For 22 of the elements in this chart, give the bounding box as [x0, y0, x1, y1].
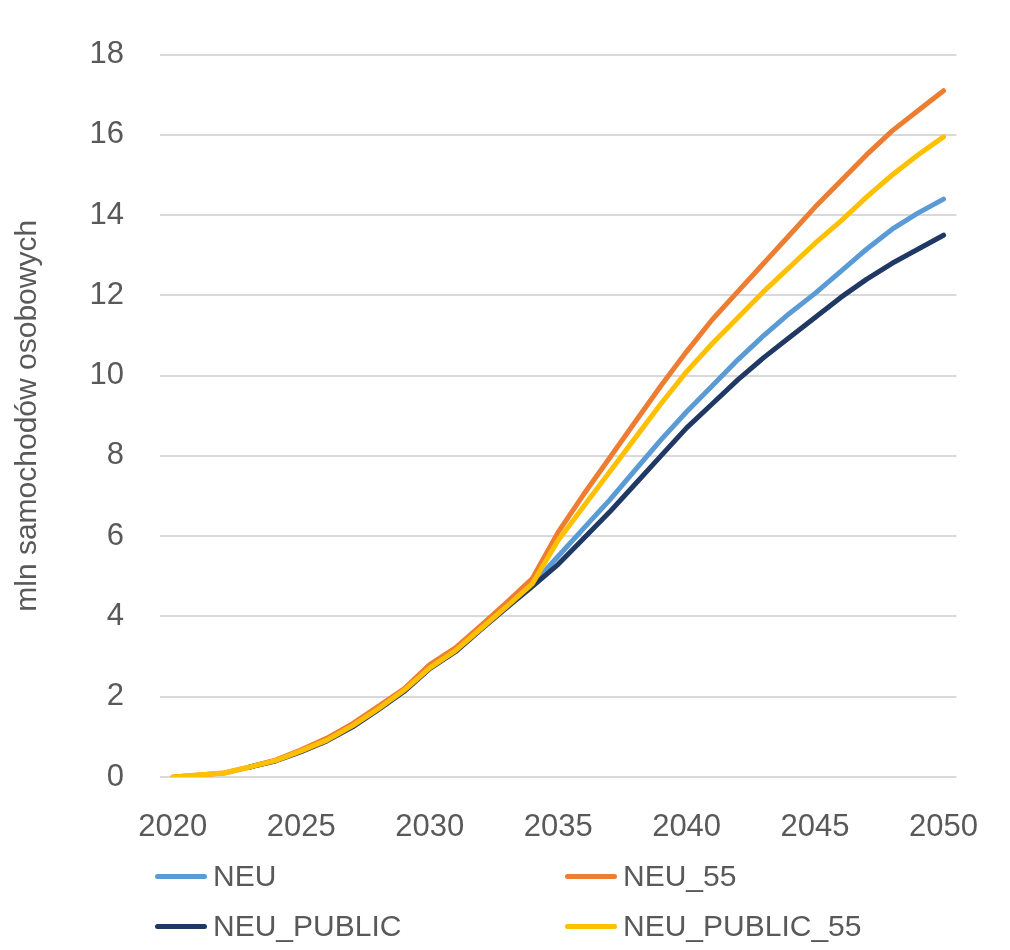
y-tick-label: 0 — [106, 757, 124, 793]
y-tick-label: 8 — [106, 436, 124, 472]
legend-label: NEU_55 — [623, 859, 737, 893]
y-tick-label: 6 — [106, 516, 124, 552]
x-tick-label: 2035 — [523, 808, 593, 844]
x-tick-label: 2040 — [652, 808, 722, 844]
x-tick-label: 2020 — [138, 808, 208, 844]
y-tick-label: 14 — [89, 195, 124, 231]
y-tick-label: 18 — [89, 35, 124, 71]
legend-label: NEU — [213, 859, 277, 893]
legend-label: NEU_PUBLIC — [213, 909, 402, 943]
y-tick-label: 16 — [89, 115, 124, 151]
y-tick-label: 2 — [106, 677, 124, 713]
y-axis-title: mln samochodów osobowych — [9, 219, 43, 612]
x-tick-label: 2030 — [395, 808, 465, 844]
y-tick-label: 10 — [89, 356, 124, 392]
x-tick-label: 2050 — [909, 808, 978, 844]
y-tick-label: 4 — [106, 597, 124, 633]
y-tick-label: 12 — [89, 275, 124, 311]
x-tick-label: 2045 — [780, 808, 850, 844]
x-tick-label: 2025 — [266, 808, 336, 844]
legend-label: NEU_PUBLIC_55 — [623, 909, 862, 943]
